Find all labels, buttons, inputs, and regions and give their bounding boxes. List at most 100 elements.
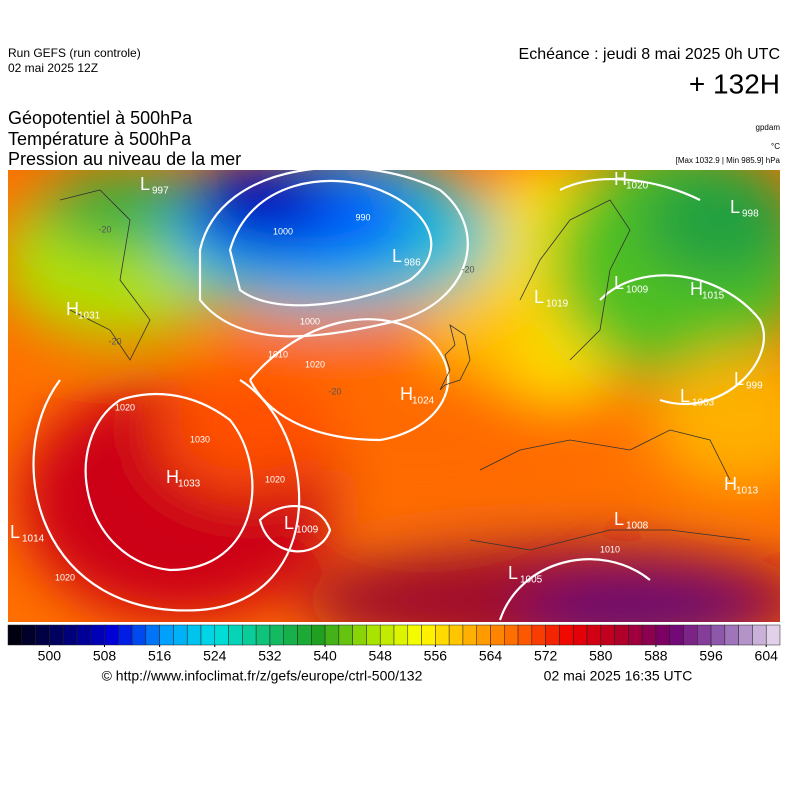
colorbar-cell: [517, 624, 533, 646]
colorbar-cell: [724, 624, 739, 646]
colorbar-cell: [614, 624, 629, 646]
colorbar-cell: [752, 624, 767, 646]
colorbar-tick-label: 524: [203, 648, 227, 664]
center-letter: L: [614, 273, 624, 293]
temperature-label: -20: [328, 386, 341, 396]
colorbar-cell: [173, 624, 188, 646]
colorbar-cell: [421, 624, 436, 646]
creation-time: 02 mai 2025 16:35 UTC: [544, 668, 693, 684]
center-letter: L: [392, 246, 402, 266]
title-3: Pression au niveau de la mer: [8, 149, 241, 169]
colorbar-cell: [49, 624, 64, 646]
center-value: 1009: [296, 525, 319, 536]
center-letter: H: [690, 279, 703, 299]
colorbar-cell: [297, 624, 312, 646]
run-label: Run GEFS (run controle): [8, 46, 141, 60]
colorbar-cell: [435, 624, 450, 646]
title-2: Température à 500hPa: [8, 129, 192, 149]
colorbar-cell: [159, 624, 174, 646]
colorbar-tick-label: 532: [258, 648, 282, 664]
center-value: 1003: [692, 398, 715, 409]
center-value: 1005: [520, 575, 543, 586]
colorbar-cell: [669, 624, 684, 646]
center-value: 1015: [702, 291, 725, 302]
center-value: 998: [742, 209, 759, 220]
colorbar-cell: [559, 624, 574, 646]
center-letter: L: [730, 197, 740, 217]
center-letter: L: [10, 522, 20, 542]
unit-temperature: °C: [771, 142, 780, 151]
colorbar-cell: [379, 624, 395, 646]
colorbar-cell: [255, 624, 271, 646]
isobar-label: 1000: [300, 316, 320, 326]
center-value: 1009: [626, 285, 649, 296]
colorbar-cell: [504, 624, 519, 646]
colorbar-tick-label: 556: [424, 648, 448, 664]
colorbar-cell: [738, 624, 753, 646]
colorbar-tick-label: 500: [38, 648, 62, 664]
isobar-label: 1020: [115, 402, 135, 412]
colorbar-cell: [228, 624, 243, 646]
center-value: 986: [404, 258, 421, 269]
isobar-label: 1020: [265, 474, 285, 484]
colorbar-cell: [765, 624, 781, 646]
center-letter: L: [534, 287, 544, 307]
title-1: Géopotentiel à 500hPa: [8, 108, 193, 128]
center-letter: H: [400, 384, 413, 404]
isobar-label: 1000: [273, 226, 293, 236]
center-letter: L: [614, 509, 624, 529]
temperature-label: -20: [98, 224, 111, 234]
colorbar-tick-label: 548: [369, 648, 393, 664]
unit-geopotential: gpdam: [756, 123, 781, 132]
isobar-label: 1020: [305, 359, 325, 369]
colorbar-cell: [118, 624, 133, 646]
valid-time: Echéance : jeudi 8 mai 2025 0h UTC: [519, 46, 780, 63]
colorbar-cell: [448, 624, 464, 646]
temperature-label: -20: [461, 264, 474, 274]
center-letter: L: [508, 563, 518, 583]
colorbar-cell: [490, 624, 505, 646]
center-letter: H: [614, 169, 627, 189]
colorbar-cell: [90, 624, 105, 646]
colorbar-tick-label: 604: [755, 648, 779, 664]
colorbar-cell: [35, 624, 50, 646]
center-value: 1033: [178, 479, 201, 490]
isobar-label: 1030: [190, 434, 210, 444]
colorbar-cell: [62, 624, 78, 646]
unit-pressure: [Max 1032.9 | Min 985.9] hPa: [676, 156, 781, 165]
colorbar-cell: [7, 624, 23, 646]
colorbar-cell: [186, 624, 202, 646]
center-value: 1031: [78, 311, 101, 322]
colorbar-cell: [641, 624, 657, 646]
lead-time: + 132H: [689, 68, 780, 99]
center-value: 1020: [626, 181, 649, 192]
colorbar-cell: [393, 624, 409, 646]
center-value: 1008: [626, 521, 649, 532]
center-letter: H: [724, 474, 737, 494]
colorbar-cell: [710, 624, 726, 646]
colorbar-cell: [131, 624, 147, 646]
center-letter: L: [734, 369, 744, 389]
colorbar-cell: [628, 624, 643, 646]
center-value: 1013: [736, 486, 759, 497]
isobar-label: 1010: [268, 349, 288, 359]
colorbar-cell: [655, 624, 670, 646]
colorbar-tick-label: 580: [589, 648, 613, 664]
colorbar-cell: [366, 624, 381, 646]
colorbar-cell: [572, 624, 588, 646]
colorbar-tick-label: 588: [644, 648, 668, 664]
temperature-label: -20: [108, 336, 121, 346]
colorbar-cell: [407, 624, 422, 646]
colorbar-cell: [76, 624, 91, 646]
isobar-label: 1020: [55, 572, 75, 582]
colorbar-cell: [545, 624, 560, 646]
colorbar-cell: [324, 624, 340, 646]
colorbar-tick-label: 564: [479, 648, 503, 664]
colorbar-cell: [697, 624, 712, 646]
colorbar-cell: [283, 624, 298, 646]
colorbar-cell: [338, 624, 353, 646]
run-date: 02 mai 2025 12Z: [8, 61, 98, 75]
center-value: 1014: [22, 534, 45, 545]
colorbar-cell: [104, 624, 119, 646]
